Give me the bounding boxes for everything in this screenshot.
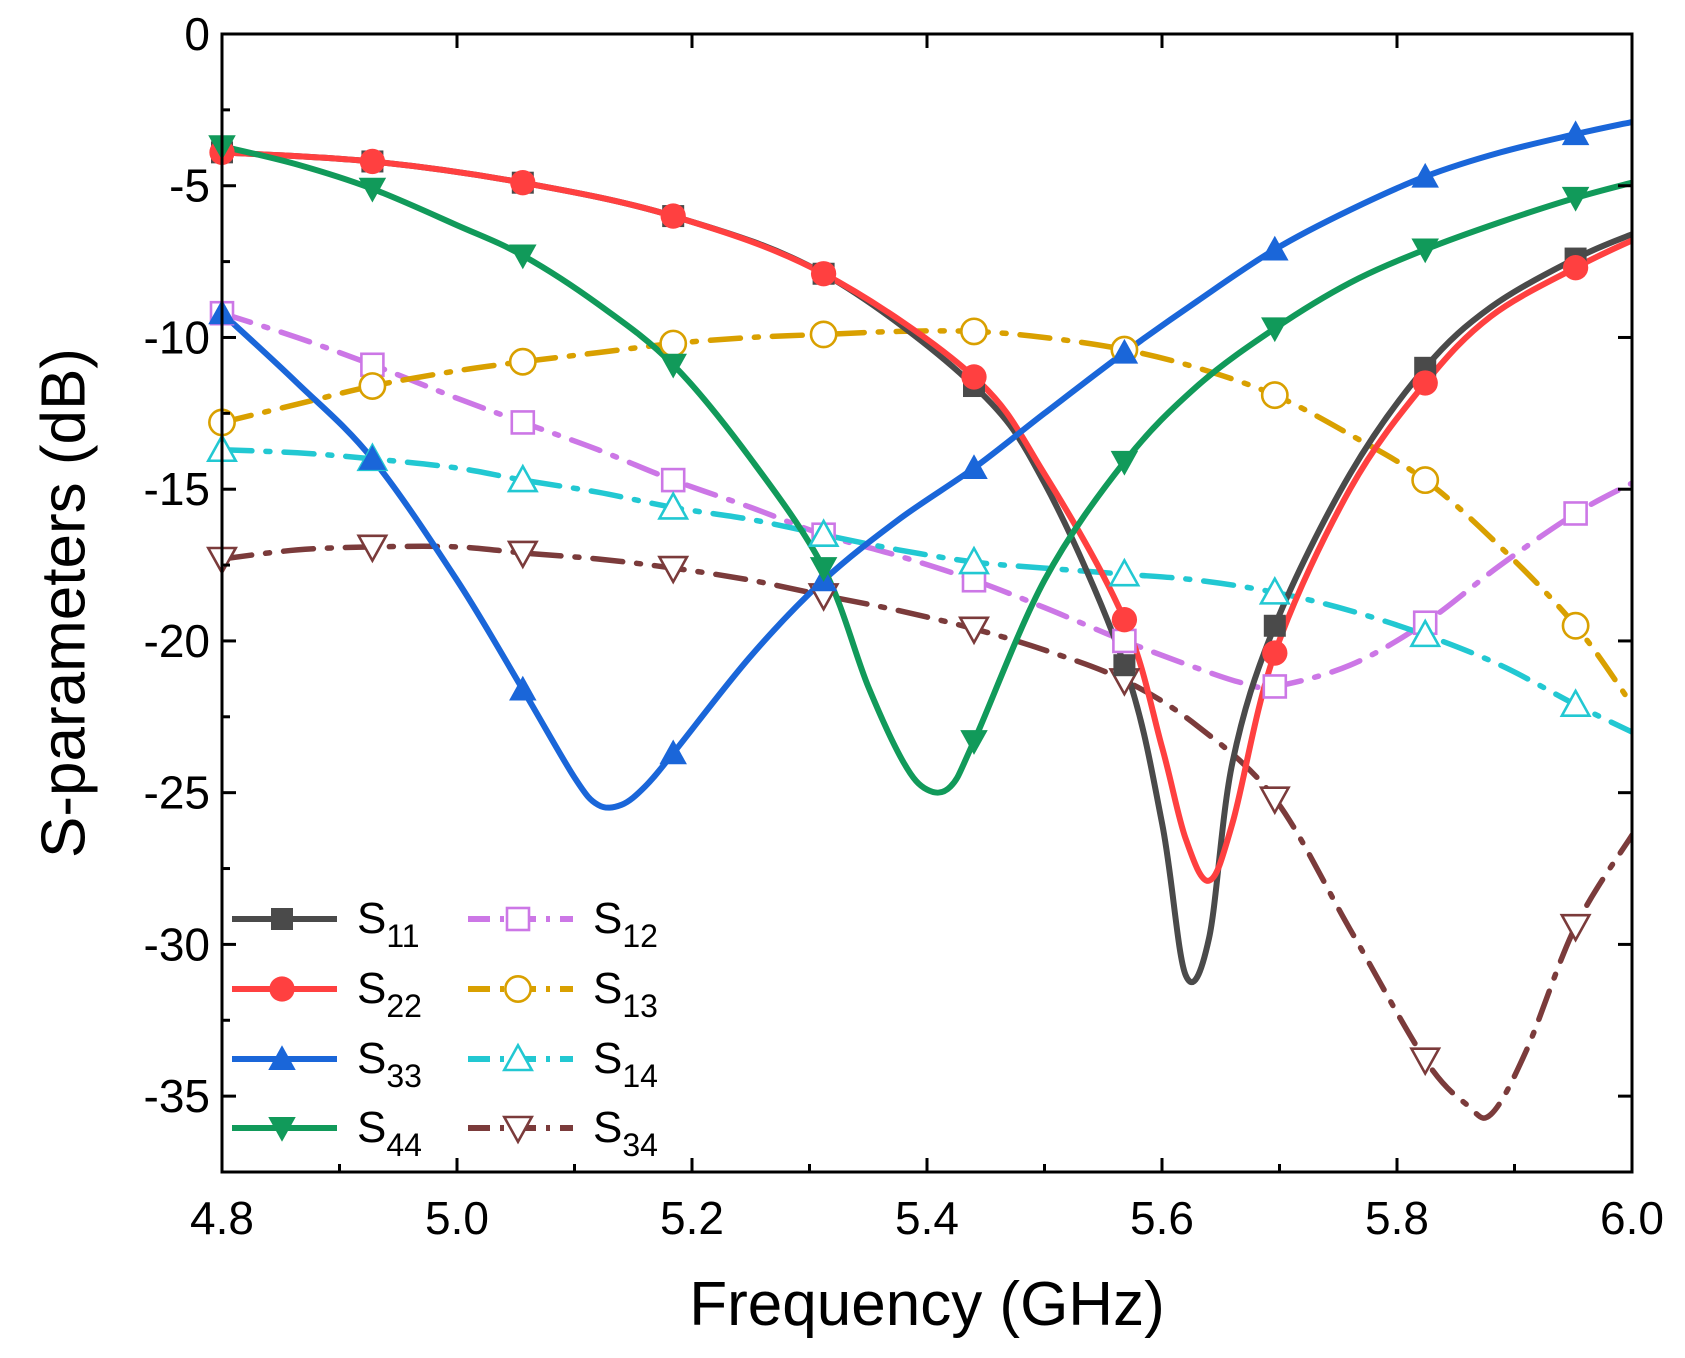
ticks-layer: 4.8 5.0 5.2 5.4 5.6 5.8 6.0 0 -5 -10 -15 -20 -25 -30 -… <box>144 8 1664 1244</box>
data-point-s22 <box>810 261 837 287</box>
data-point-s44 <box>1261 317 1289 343</box>
x-tick-label: 6.0 <box>1600 1192 1664 1244</box>
y-tick-label: -10 <box>144 311 210 363</box>
x-tick-label: 5.6 <box>1130 1192 1194 1244</box>
y-tick-label: -25 <box>144 767 210 819</box>
data-point-s13 <box>659 329 688 358</box>
y-tick-label: -5 <box>169 160 210 212</box>
y-axis-title: S-parameters (dB) <box>29 348 98 858</box>
data-point-s22 <box>1562 255 1589 281</box>
data-point-s12 <box>1262 674 1288 699</box>
data-point-s33 <box>1411 162 1439 188</box>
data-point-s13 <box>1561 611 1590 640</box>
data-point-s44 <box>809 557 838 582</box>
data-point-s44 <box>1411 238 1439 264</box>
data-point-s44 <box>1561 186 1590 212</box>
data-point-s13 <box>960 317 988 346</box>
data-point-s12 <box>510 410 536 435</box>
legend-marker-s44 <box>268 1117 296 1142</box>
data-point-s22 <box>1262 640 1288 666</box>
markers-s44 <box>208 135 1590 755</box>
data-point-s13 <box>809 320 838 349</box>
data-point-s44 <box>659 353 687 379</box>
data-point-s22 <box>359 148 386 175</box>
data-point-s22 <box>510 170 536 196</box>
data-point-s13 <box>1260 381 1289 410</box>
data-point-s34 <box>1258 786 1291 816</box>
data-point-s14 <box>1258 575 1291 605</box>
data-point-s12 <box>1112 628 1137 654</box>
y-tick-label: -30 <box>144 918 210 970</box>
x-tick-label: 5.8 <box>1365 1192 1429 1244</box>
x-tick-label: 4.8 <box>190 1192 254 1244</box>
data-point-s34 <box>356 534 389 564</box>
data-point-s33 <box>509 675 537 701</box>
data-point-s14 <box>1409 618 1442 648</box>
data-point-s33 <box>1561 120 1590 146</box>
data-point-s14 <box>1559 688 1592 717</box>
legend-marker-s34 <box>502 1115 534 1145</box>
x-axis-title: Frequency (GHz) <box>689 1270 1164 1339</box>
data-point-s13 <box>358 372 387 400</box>
data-point-s11 <box>1263 614 1286 637</box>
data-point-s12 <box>660 467 686 493</box>
data-point-s44 <box>1110 450 1139 476</box>
data-point-s14 <box>807 518 840 548</box>
series-layer <box>206 119 1632 1121</box>
legend-marker-s12 <box>505 906 531 932</box>
data-point-s34 <box>506 540 539 570</box>
data-point-s44 <box>960 730 988 755</box>
series-line-s14 <box>222 446 1632 735</box>
y-tick-label: 0 <box>184 8 210 60</box>
data-point-s34 <box>1559 913 1592 943</box>
series-line-s34 <box>222 543 1632 1121</box>
legend-marker-s11 <box>271 908 293 930</box>
x-tick-label: 5.0 <box>425 1192 489 1244</box>
data-point-s34 <box>1409 1047 1442 1077</box>
series-line-s33 <box>222 119 1632 811</box>
data-point-s13 <box>1411 466 1440 495</box>
series-s22 <box>222 149 1632 884</box>
series-line-s22 <box>222 149 1632 884</box>
legend-marker-s33 <box>268 1045 296 1070</box>
data-point-s34 <box>958 616 990 646</box>
data-point-s33 <box>1110 338 1139 364</box>
data-point-s12 <box>1563 501 1588 526</box>
data-point-s22 <box>1111 607 1138 633</box>
data-point-s22 <box>1412 370 1438 396</box>
y-tick-label: -15 <box>144 463 210 515</box>
data-point-s44 <box>358 177 387 203</box>
x-tick-label: 5.2 <box>660 1192 724 1244</box>
legend-marker-s22 <box>269 976 295 1002</box>
data-point-s33 <box>1261 235 1289 261</box>
y-tick-label: -35 <box>144 1070 210 1122</box>
series-s33 <box>222 119 1632 811</box>
data-point-s14 <box>1108 557 1141 587</box>
data-point-s14 <box>506 463 539 493</box>
series-s34 <box>222 543 1632 1121</box>
data-point-s22 <box>660 203 686 229</box>
markers-s33 <box>208 120 1590 765</box>
x-tick-label: 5.4 <box>895 1192 959 1244</box>
data-point-s33 <box>659 739 687 765</box>
legend-marker-s13 <box>504 975 532 1003</box>
data-point-s34 <box>657 555 690 585</box>
data-point-s22 <box>961 364 987 390</box>
data-point-s14 <box>657 490 690 520</box>
data-point-s14 <box>958 545 990 575</box>
data-point-s33 <box>358 445 387 470</box>
series-s14 <box>222 446 1632 735</box>
data-point-s33 <box>960 454 988 479</box>
data-point-s11 <box>1113 654 1136 677</box>
legend-marker-s14 <box>502 1042 534 1072</box>
data-point-s13 <box>508 347 537 376</box>
y-tick-label: -20 <box>144 615 210 667</box>
data-point-s44 <box>509 244 537 270</box>
